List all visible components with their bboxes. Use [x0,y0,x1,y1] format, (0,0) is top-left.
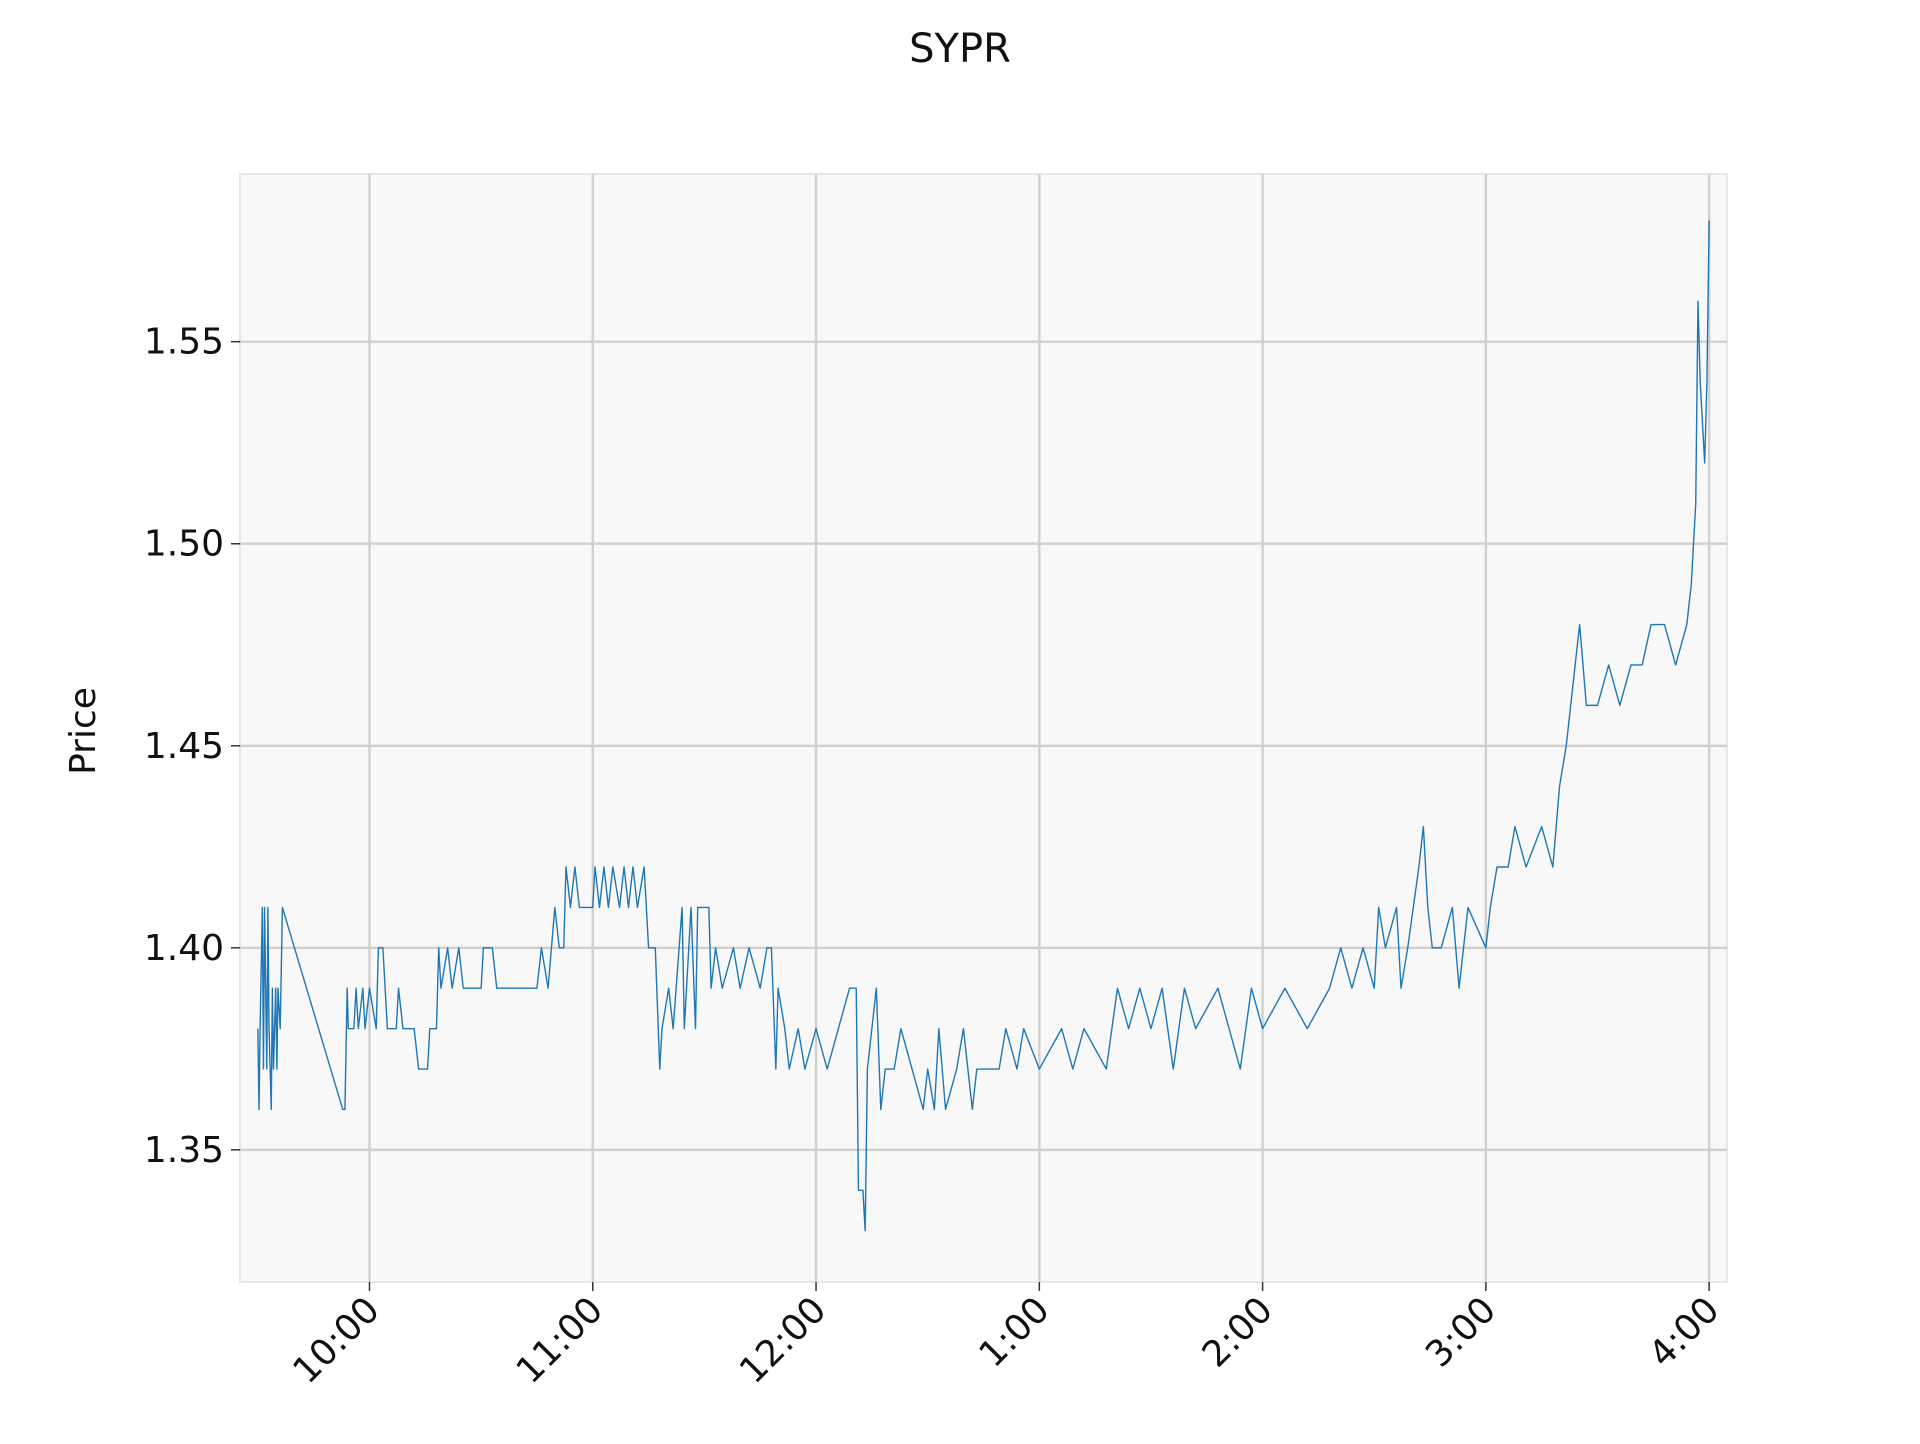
x-tick-label: 10:00 [286,1289,388,1391]
price-line [257,220,1710,1232]
y-tick-label: 1.50 [144,524,224,565]
x-tick-label: 3:00 [1418,1289,1504,1375]
y-tick-label: 1.40 [144,928,224,969]
x-tick-label: 12:00 [732,1289,834,1391]
x-tick-label: 4:00 [1641,1289,1727,1375]
y-tick-label: 1.35 [144,1130,224,1171]
y-tick-label: 1.45 [144,726,224,767]
chart-title: SYPR [909,26,1011,72]
x-tick-label: 2:00 [1195,1289,1281,1375]
y-tick-label: 1.55 [144,322,224,363]
plot-area [239,173,1728,1283]
x-tick-label: 11:00 [509,1289,611,1391]
x-tick-label: 1:00 [972,1289,1058,1375]
y-axis-label: Price [63,687,104,775]
